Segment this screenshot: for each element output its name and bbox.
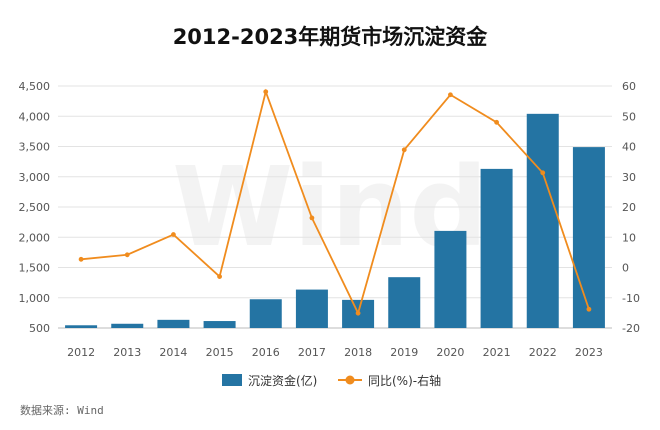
x-tick-label: 2020 bbox=[436, 346, 464, 359]
x-tick-label: 2021 bbox=[483, 346, 511, 359]
x-tick-label: 2022 bbox=[529, 346, 557, 359]
right-tick-label: 60 bbox=[622, 80, 636, 93]
x-axis-ticks: 2012 2013 2014 2015 2016 2017 2018 2019 2020 2021… bbox=[67, 346, 603, 359]
bar bbox=[157, 319, 190, 328]
line-point bbox=[263, 89, 269, 95]
x-tick-label: 2019 bbox=[390, 346, 418, 359]
line-point bbox=[217, 274, 222, 279]
line-path bbox=[80, 88, 590, 316]
right-tick-label: -10 bbox=[622, 292, 640, 305]
bar bbox=[111, 323, 144, 328]
x-tick-label: 2014 bbox=[159, 346, 187, 359]
left-tick-label: 500 bbox=[29, 322, 50, 335]
x-tick-label: 2015 bbox=[206, 346, 234, 359]
legend-line-marker bbox=[345, 375, 355, 385]
left-tick-label: 3,500 bbox=[19, 141, 51, 154]
legend-bar-label: 沉淀资金(亿) bbox=[248, 373, 317, 388]
x-tick-label: 2017 bbox=[298, 346, 326, 359]
x-tick-label: 2012 bbox=[67, 346, 95, 359]
right-tick-label: -20 bbox=[622, 322, 640, 335]
left-tick-label: 2,000 bbox=[19, 231, 51, 244]
bar bbox=[526, 113, 559, 328]
chart-title: 2012-2023年期货市场沉淀资金 bbox=[173, 25, 489, 49]
line-series bbox=[78, 88, 592, 316]
bar bbox=[295, 289, 328, 328]
line-point bbox=[355, 310, 361, 316]
legend-line-label: 同比(%)-右轴 bbox=[368, 373, 441, 388]
right-tick-label: 0 bbox=[622, 262, 629, 275]
left-tick-label: 1,000 bbox=[19, 292, 51, 305]
line-point bbox=[540, 170, 546, 176]
legend: 沉淀资金(亿) 同比(%)-右轴 bbox=[222, 373, 441, 388]
bar bbox=[249, 299, 282, 328]
x-tick-label: 2023 bbox=[575, 346, 603, 359]
x-tick-label: 2016 bbox=[252, 346, 280, 359]
bar bbox=[480, 168, 513, 328]
bar bbox=[203, 321, 236, 328]
line-point bbox=[171, 232, 176, 237]
bar bbox=[572, 147, 605, 328]
left-tick-label: 2,500 bbox=[19, 201, 51, 214]
right-axis-ticks: -20 -10 0 10 20 30 40 50 60 bbox=[622, 80, 640, 335]
bar bbox=[65, 325, 98, 328]
right-tick-label: 10 bbox=[622, 231, 636, 244]
line-point bbox=[124, 252, 130, 258]
left-tick-label: 3,000 bbox=[19, 171, 51, 184]
x-tick-label: 2013 bbox=[113, 346, 141, 359]
right-tick-label: 50 bbox=[622, 110, 636, 123]
legend-bar-swatch bbox=[222, 374, 242, 386]
right-tick-label: 40 bbox=[622, 141, 636, 154]
line-point bbox=[78, 256, 84, 262]
right-tick-label: 20 bbox=[622, 201, 636, 214]
left-tick-label: 4,000 bbox=[19, 110, 51, 123]
x-tick-label: 2018 bbox=[344, 346, 372, 359]
left-tick-label: 1,500 bbox=[19, 262, 51, 275]
line-point bbox=[309, 215, 315, 221]
line-point bbox=[401, 147, 407, 153]
line-point bbox=[448, 92, 453, 98]
right-tick-label: 30 bbox=[622, 171, 636, 184]
bar bbox=[388, 277, 421, 328]
bar bbox=[434, 230, 467, 328]
left-tick-label: 4,500 bbox=[19, 80, 51, 93]
source-note: 数据来源: Wind bbox=[20, 403, 104, 417]
bar-series bbox=[65, 113, 605, 328]
line-point bbox=[494, 119, 499, 125]
left-axis-ticks: 500 1,000 1,500 2,000 2,500 3,000 3,500 4,000 4,… bbox=[19, 80, 51, 335]
line-point bbox=[586, 306, 592, 312]
